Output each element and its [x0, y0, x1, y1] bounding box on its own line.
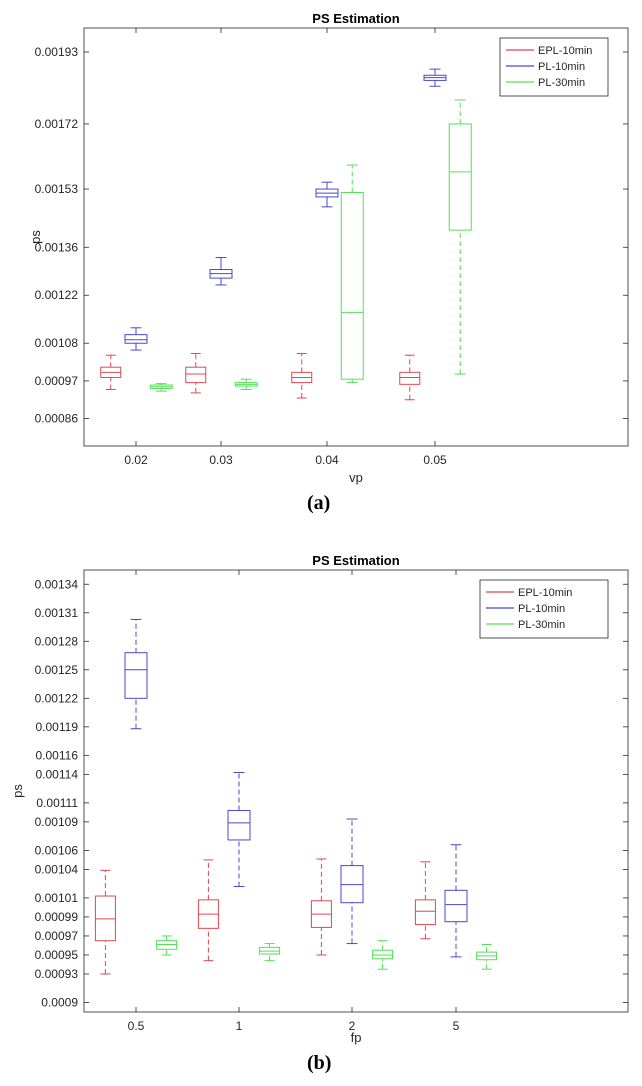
- chart-a-box-EPL-10min-0.02: [100, 354, 122, 390]
- chart-a-legend-label: PL-30min: [538, 77, 585, 89]
- chart-a-ytick-label: 0.00193: [35, 45, 79, 59]
- chart-a-xtick-label: 0.05: [423, 453, 447, 467]
- chart-a-box-PL-30min-0.04: [340, 164, 364, 384]
- chart-b-xtick-label: 2: [349, 1019, 356, 1033]
- chart-a-box-iqr: [185, 366, 207, 384]
- chart-a-box-iqr: [399, 371, 421, 385]
- chart-b-ytick-label: 0.00122: [35, 691, 79, 705]
- chart-b-ytick-label: 0.00095: [35, 948, 79, 962]
- chart-a-box-PL-10min-0.03: [209, 257, 233, 286]
- chart-b-box-PL-30min-1: [259, 943, 281, 962]
- chart-a-ytick-label: 0.00086: [35, 412, 79, 426]
- chart-b-ytick-label: 0.00106: [35, 843, 79, 857]
- chart-b-ytick-label: 0.00119: [36, 720, 79, 734]
- chart-b-xtick-label: 5: [453, 1019, 460, 1033]
- chart-a-ytick-label: 0.00153: [35, 182, 79, 196]
- chart-b-box-iqr: [124, 652, 148, 699]
- chart-a-box-EPL-10min-0.03: [185, 352, 207, 394]
- chart-b-xtick-label: 0.5: [128, 1019, 145, 1033]
- chart-a-box-PL-10min-0.04: [315, 181, 339, 208]
- chart-b-ytick-label: 0.00097: [35, 929, 79, 943]
- chart-b-ytick-label: 0.00099: [35, 910, 79, 924]
- chart-b-box-PL-10min-2: [340, 818, 364, 945]
- chart-b-ylabel: ps: [10, 784, 25, 798]
- chart-a-box-EPL-10min-0.04: [291, 352, 313, 399]
- chart-b-box-PL-30min-2: [372, 940, 394, 970]
- chart-b-box-EPL-10min-5: [414, 861, 436, 940]
- chart-b-ytick-label: 0.00104: [35, 862, 79, 876]
- chart-b-ytick-label: 0.00125: [35, 663, 79, 677]
- chart-a-box-EPL-10min-0.05: [399, 354, 421, 401]
- chart-b-ytick-label: 0.00114: [36, 767, 79, 781]
- chart-a-xtick-label: 0.03: [209, 453, 233, 467]
- chart-b-ytick-label: 0.00111: [36, 796, 78, 810]
- chart-a-box-iqr: [124, 334, 148, 344]
- chart-b-axes-box: [83, 569, 629, 1013]
- chart-a-box-PL-10min-0.02: [124, 327, 148, 351]
- chart-b-title: PS Estimation: [312, 553, 399, 568]
- chart-a-ytick-label: 0.00136: [35, 240, 79, 254]
- chart-a-legend-box: [499, 37, 609, 97]
- chart-b-ytick-label: 0.00128: [35, 634, 79, 648]
- chart-b-legend-label: PL-30min: [518, 619, 565, 631]
- chart-b-ytick-label: 0.00093: [35, 967, 79, 981]
- caption-a: (a): [307, 492, 331, 514]
- chart-a-ytick-label: 0.00108: [35, 336, 79, 350]
- chart-a-box-PL-10min-0.05: [423, 68, 447, 87]
- chart-b-legend-label: PL-10min: [518, 603, 565, 615]
- chart-b-ytick-label: 0.00109: [35, 815, 79, 829]
- chart-a-box-PL-30min-0.02: [149, 383, 173, 392]
- chart-b-legend-label: EPL-10min: [518, 587, 572, 599]
- chart-a-xtick-label: 0.04: [315, 453, 339, 467]
- chart-b-box-PL-30min-5: [476, 944, 498, 970]
- chart-a-xtick-label: 0.02: [124, 453, 148, 467]
- chart-b-ytick-label: 0.00131: [35, 606, 79, 620]
- chart-a-title: PS Estimation: [312, 11, 399, 26]
- chart-a-legend-label: EPL-10min: [538, 45, 592, 57]
- chart-b-xlabel: fp: [351, 1030, 362, 1045]
- chart-a-ytick-label: 0.00172: [35, 117, 79, 131]
- chart-b-ytick-label: 0.0009: [41, 995, 78, 1009]
- chart-b-box-iqr: [444, 889, 468, 923]
- chart-b-box-EPL-10min-2: [310, 858, 332, 956]
- chart-b-box-iqr: [414, 899, 436, 926]
- chart-b-box-PL-10min-1: [227, 771, 251, 888]
- chart-b-box-PL-10min-5: [444, 844, 468, 958]
- chart-a-ylabel: ps: [28, 230, 43, 244]
- chart-b-box-PL-30min-0.5: [156, 935, 178, 956]
- chart-b-legend-box: [479, 579, 609, 639]
- chart-b-xtick-label: 1: [236, 1019, 243, 1033]
- chart-b-box-iqr: [227, 809, 251, 841]
- caption-b: (b): [307, 1052, 332, 1074]
- chart-b-box-EPL-10min-0.5: [94, 869, 116, 975]
- chart-b-ytick-label: 0.00134: [35, 577, 79, 591]
- chart-a-axes-box: [83, 27, 629, 447]
- chart-b-box-EPL-10min-1: [197, 859, 219, 962]
- chart-b-ytick-label: 0.00116: [36, 748, 79, 762]
- chart-a-ytick-label: 0.00097: [35, 374, 79, 388]
- chart-a-box-iqr: [448, 123, 472, 231]
- chart-a-box-PL-30min-0.05: [448, 99, 472, 375]
- chart-b-box-PL-10min-0.5: [124, 618, 148, 730]
- chart-a-box-iqr: [340, 191, 364, 380]
- chart-a-ytick-label: 0.00122: [35, 288, 79, 302]
- chart-a-xlabel: vp: [349, 470, 363, 485]
- chart-a-box-PL-30min-0.03: [234, 378, 258, 390]
- chart-a-legend-label: PL-10min: [538, 61, 585, 73]
- chart-b-ytick-label: 0.00101: [35, 891, 79, 905]
